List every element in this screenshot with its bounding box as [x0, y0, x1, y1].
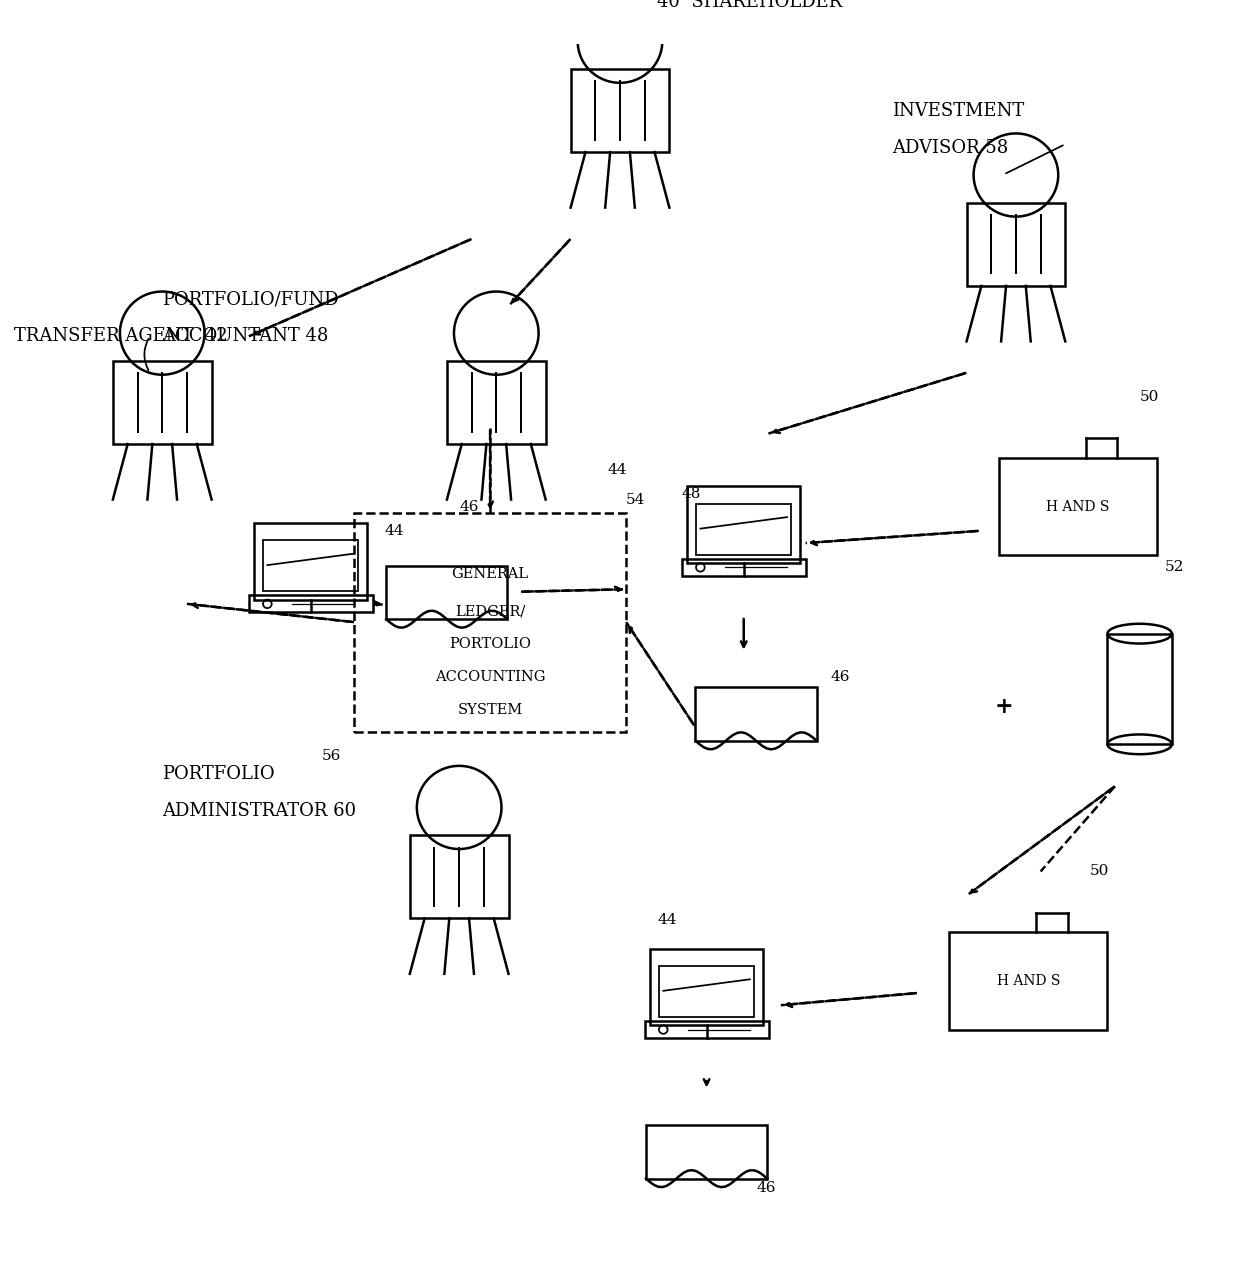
- Bar: [646, 1124, 768, 1179]
- Text: 40  SHAREHOLDER: 40 SHAREHOLDER: [657, 0, 842, 11]
- Text: INVESTMENT: INVESTMENT: [893, 102, 1024, 120]
- Bar: [263, 540, 358, 591]
- Bar: [687, 486, 800, 563]
- Bar: [1107, 634, 1172, 745]
- Text: +: +: [994, 697, 1013, 718]
- Bar: [682, 559, 806, 575]
- Text: 50: 50: [1140, 390, 1159, 404]
- Text: ACCOUNTANT 48: ACCOUNTANT 48: [162, 327, 329, 346]
- Bar: [696, 688, 817, 741]
- Text: ACCOUNTING: ACCOUNTING: [435, 670, 546, 684]
- Text: PORTFOLIO: PORTFOLIO: [162, 765, 275, 784]
- Text: SYSTEM: SYSTEM: [458, 703, 523, 717]
- Bar: [386, 565, 507, 620]
- Text: TRANSFER AGENT  42: TRANSFER AGENT 42: [14, 327, 227, 346]
- Text: LEDGER/: LEDGER/: [455, 604, 526, 618]
- Text: 44: 44: [384, 524, 404, 538]
- Text: 44: 44: [657, 914, 677, 928]
- Bar: [113, 361, 212, 444]
- Text: 44: 44: [608, 463, 627, 477]
- Text: PORTFOLIO/FUND: PORTFOLIO/FUND: [162, 290, 339, 309]
- Text: 56: 56: [322, 748, 342, 764]
- Bar: [966, 203, 1065, 286]
- Bar: [949, 933, 1107, 1030]
- Text: 46: 46: [831, 670, 849, 684]
- Bar: [249, 596, 372, 612]
- Bar: [645, 1021, 769, 1039]
- Bar: [696, 504, 791, 554]
- Bar: [409, 835, 508, 919]
- Text: 50: 50: [1090, 864, 1110, 878]
- Text: 46: 46: [459, 500, 479, 514]
- Text: PORTOLIO: PORTOLIO: [449, 637, 531, 651]
- Bar: [998, 458, 1157, 555]
- Text: H AND S: H AND S: [997, 974, 1060, 988]
- Bar: [254, 522, 367, 599]
- Text: GENERAL: GENERAL: [451, 567, 528, 581]
- Text: ADVISOR 58: ADVISOR 58: [893, 139, 1008, 156]
- Text: 52: 52: [1164, 560, 1184, 574]
- Bar: [570, 69, 670, 153]
- Bar: [353, 512, 626, 732]
- Bar: [446, 361, 546, 444]
- Text: 54: 54: [626, 493, 646, 507]
- Text: 48: 48: [682, 487, 702, 501]
- Text: 46: 46: [756, 1181, 775, 1195]
- Bar: [658, 965, 754, 1017]
- Bar: [650, 949, 763, 1025]
- Text: ADMINISTRATOR 60: ADMINISTRATOR 60: [162, 801, 356, 819]
- Text: H AND S: H AND S: [1047, 500, 1110, 514]
